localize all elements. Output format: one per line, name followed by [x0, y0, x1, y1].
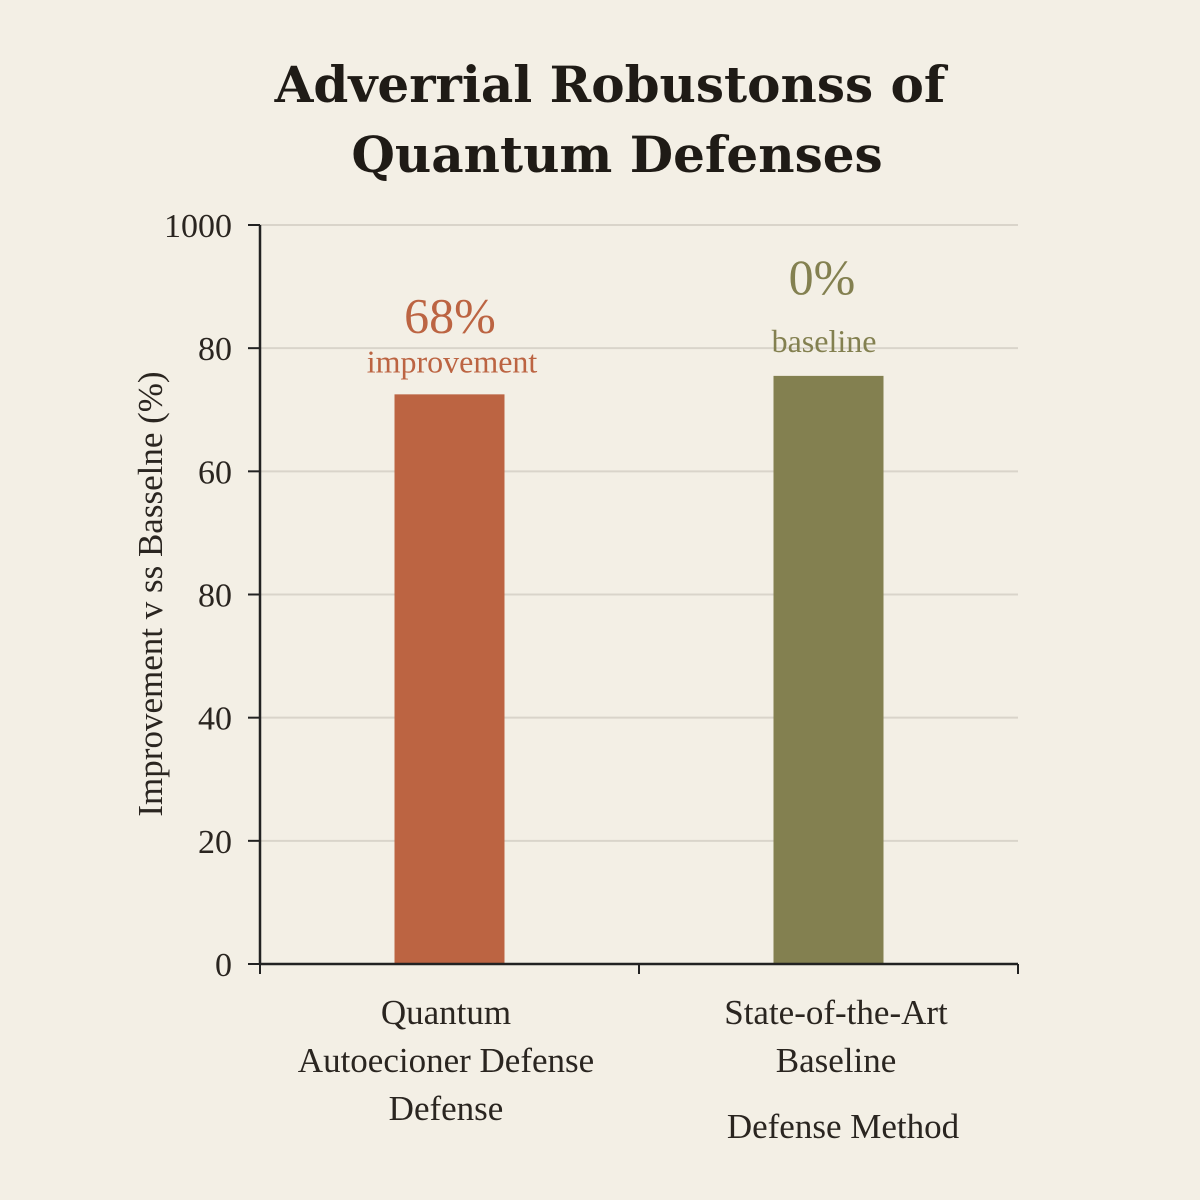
axes [248, 224, 1019, 974]
bar [773, 375, 884, 965]
y-tick-label: 0 [215, 947, 232, 984]
y-tick-label: 60 [198, 454, 232, 491]
bar-value-label: 0% [789, 249, 856, 305]
y-tick-label: 20 [198, 824, 232, 861]
y-tick-label: 80 [198, 331, 232, 368]
y-axis-title: Improvement v ss Basselne (%) [131, 371, 170, 816]
y-tick-label: 80 [198, 578, 232, 615]
bars [394, 375, 884, 965]
y-tick-label: 1000 [164, 208, 232, 245]
bar-value-sublabel: baseline [772, 323, 877, 359]
y-tick-labels: 0 20 40 80 60 80 1000 [164, 208, 232, 984]
bar-value-sublabel: improvement [367, 343, 538, 379]
x-category-label: Quantum [381, 993, 511, 1032]
gridlines [260, 224, 1018, 842]
x-category-label: Defense [389, 1089, 504, 1128]
x-category-label: Baseline [776, 1041, 897, 1080]
y-tick-label: 40 [198, 701, 232, 738]
x-category-labels: Quantum Autoecioner Defense Defense State-o… [298, 993, 948, 1128]
x-category-label: Autoecioner Defense [298, 1041, 594, 1080]
bar-value-label: 68% [404, 287, 496, 343]
bar [394, 394, 505, 965]
x-axis-title: Defense Method [727, 1107, 960, 1146]
x-category-label: State-of-the-Art [724, 993, 948, 1032]
chart-title-line-1: Adverrial Robustonss of [274, 55, 949, 114]
chart-title: Adverrial Robustonss of Quantum Defenses [274, 55, 949, 184]
bar-annotations: 68%improvement 0% baseline [367, 249, 877, 379]
chart-title-line-2: Quantum Defenses [351, 125, 882, 184]
